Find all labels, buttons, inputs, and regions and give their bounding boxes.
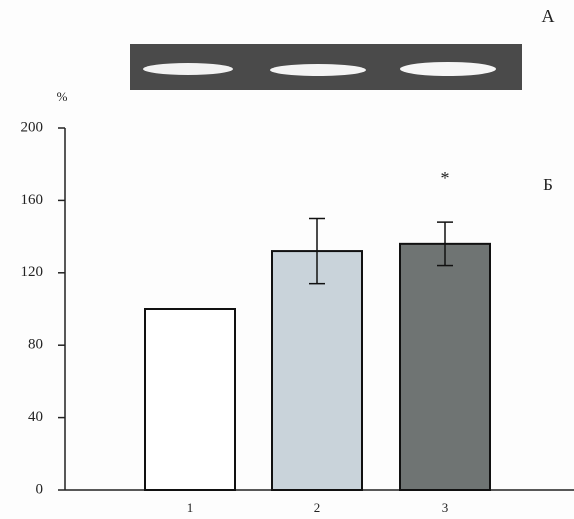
bar <box>272 251 362 490</box>
panel-label: Б <box>543 175 553 194</box>
chart: А Б % 0 40 80 120 160 200 1 2 * 3 <box>0 0 574 519</box>
y-tick-label: 200 <box>21 119 44 135</box>
y-tick-label: 0 <box>36 481 44 497</box>
gel-band <box>270 64 366 76</box>
panel-label: А <box>542 6 555 26</box>
gel-band <box>143 63 233 75</box>
y-axis-label: % <box>57 89 68 104</box>
x-tick-label: 1 <box>187 500 194 515</box>
x-tick-label: 3 <box>442 500 449 515</box>
gel-image <box>130 44 522 90</box>
y-tick-label: 160 <box>21 192 44 208</box>
significance-label: * <box>441 168 450 188</box>
y-tick-label: 80 <box>28 337 43 353</box>
gel-band <box>400 62 496 76</box>
y-tick-label: 120 <box>21 264 44 280</box>
x-tick-label: 2 <box>314 500 321 515</box>
bar <box>400 244 490 490</box>
y-tick-label: 40 <box>28 409 43 425</box>
bar <box>145 309 235 490</box>
